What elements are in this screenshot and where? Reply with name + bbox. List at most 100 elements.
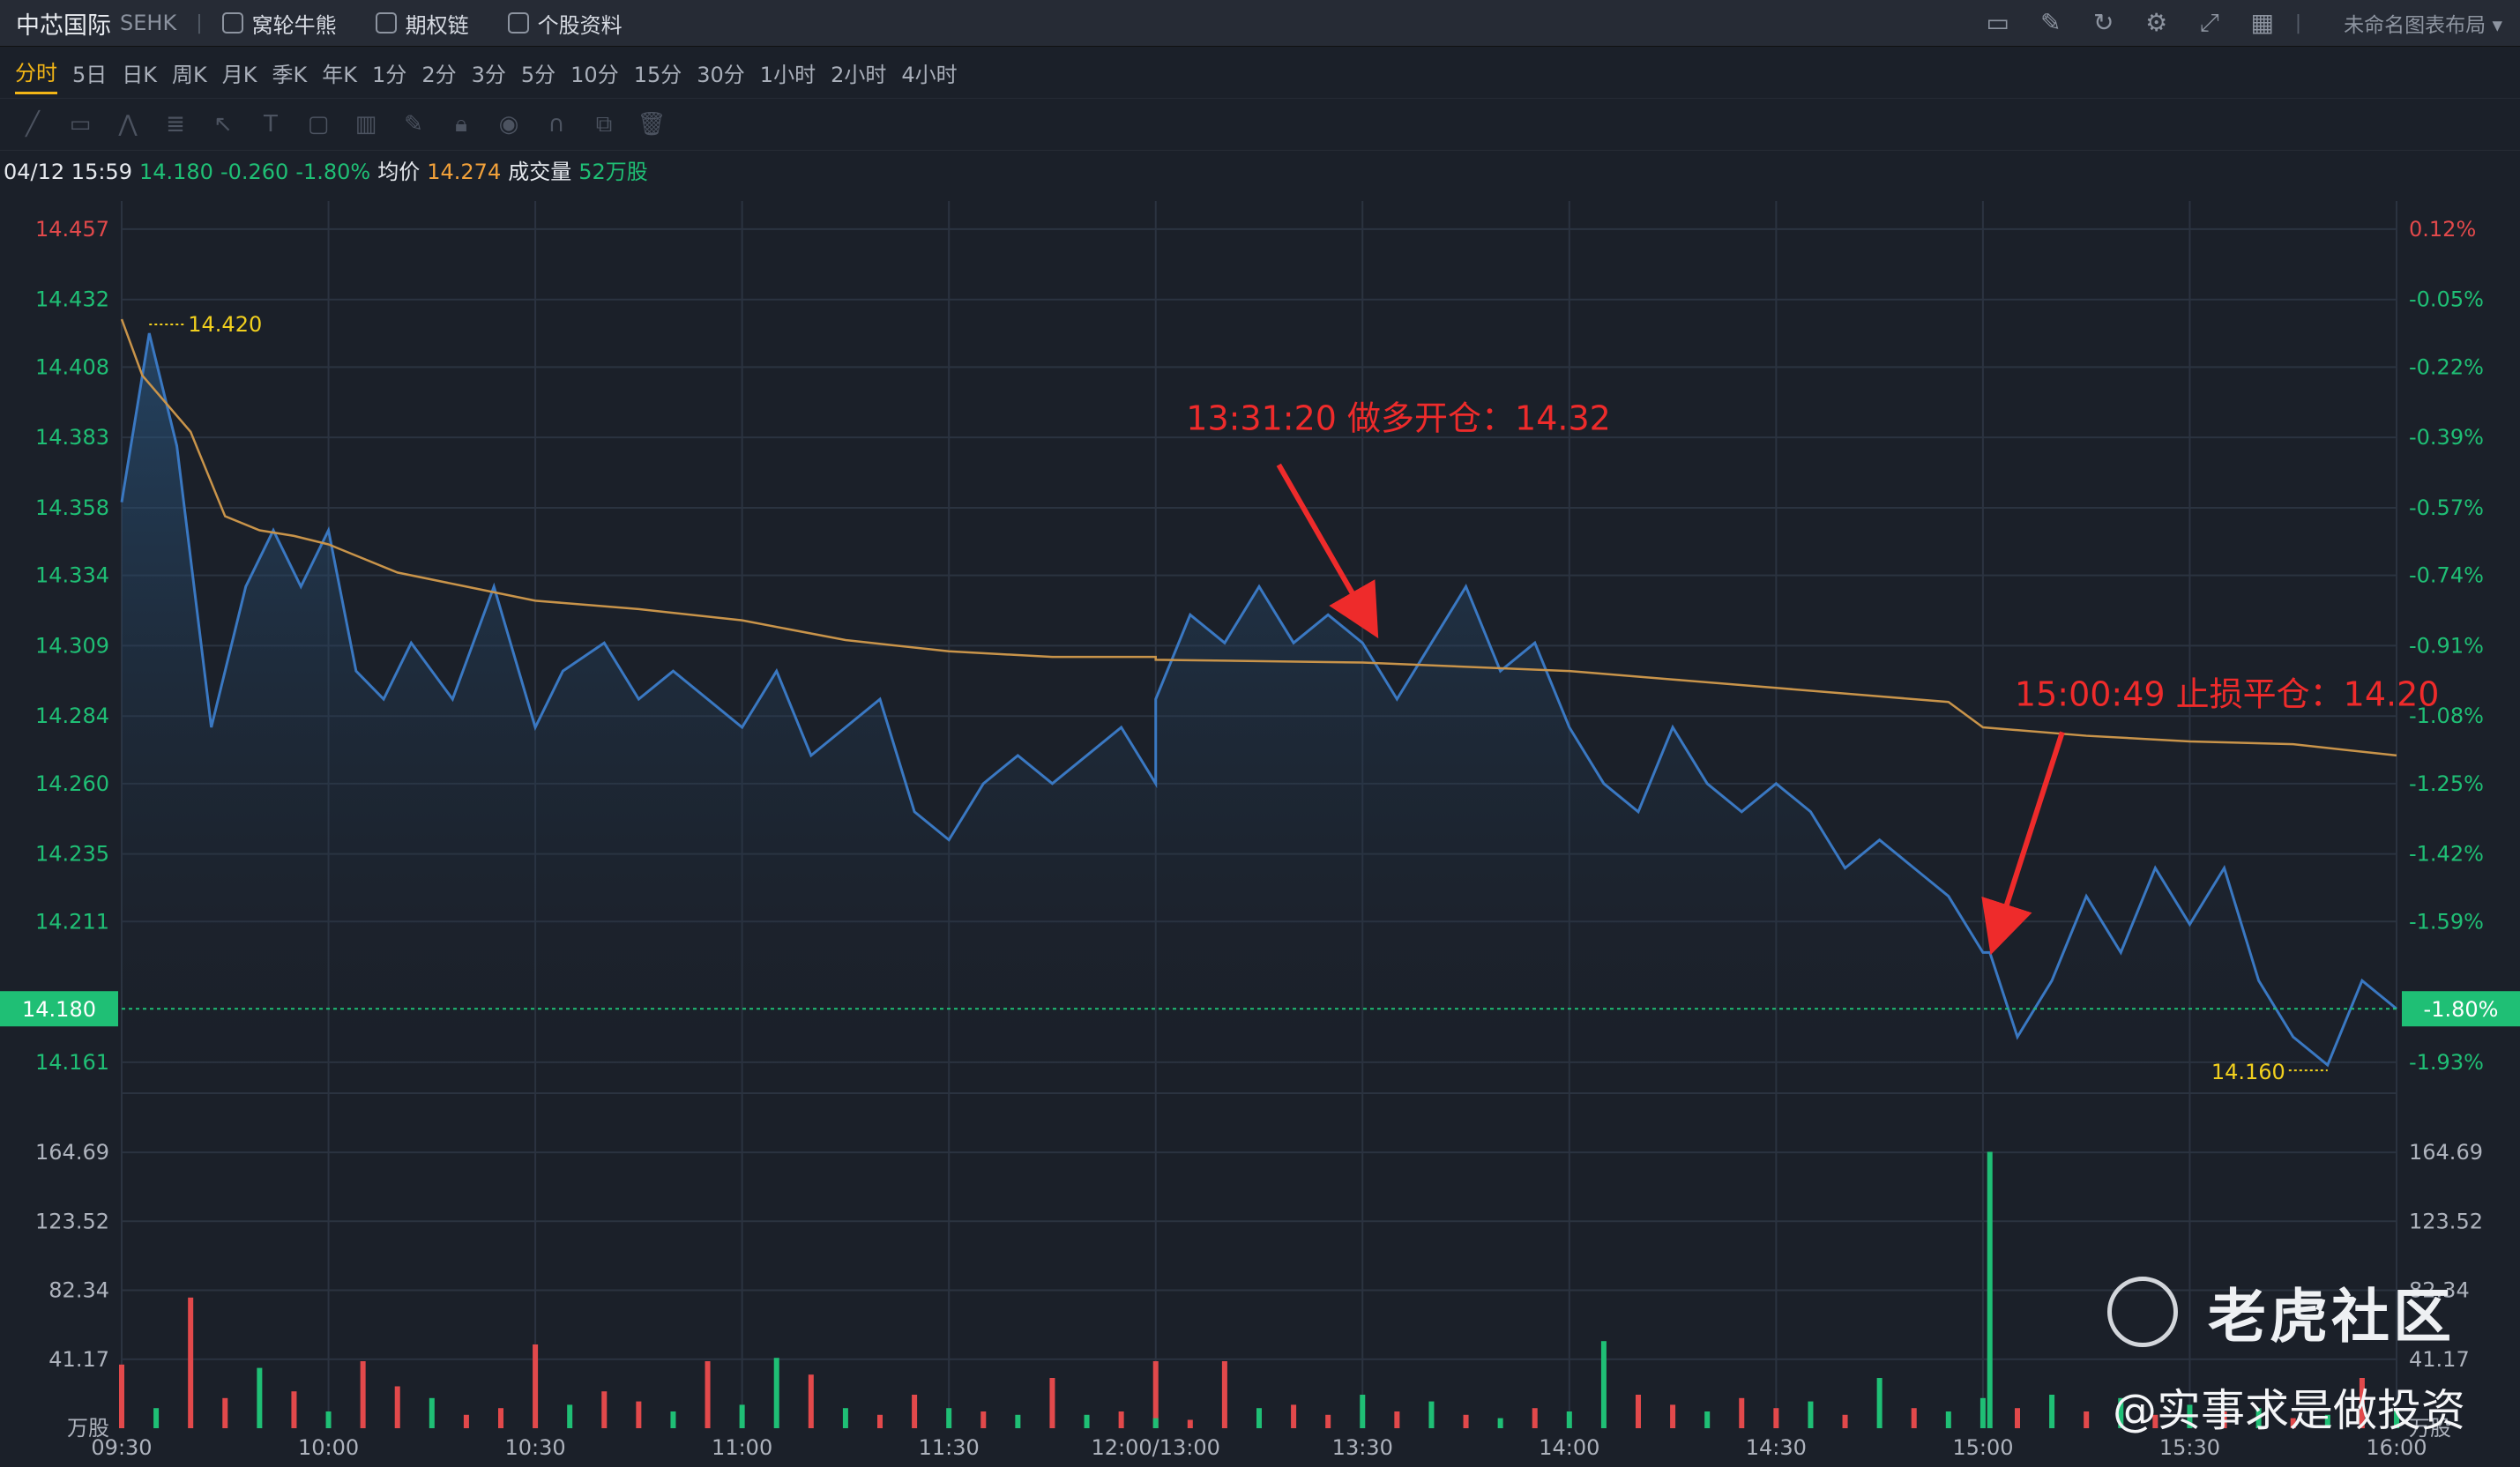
tab-period[interactable]: 5分 <box>520 62 556 87</box>
refresh-icon[interactable]: ↻ <box>2092 8 2114 37</box>
trash-icon[interactable]: 🗑︎ <box>637 111 667 138</box>
layout-dropdown[interactable]: 未命名图表布局 ▾ <box>2344 14 2502 37</box>
volume-bar <box>567 1404 573 1428</box>
last-pct-tag-label: -1.80% <box>2424 997 2499 1022</box>
price-axis-labels: 14.457 14.432 14.408 14.383 14.358 14.334 14.3… <box>35 217 2484 1441</box>
arrow-tool-icon[interactable]: ↖ <box>213 111 233 138</box>
volume-bar <box>636 1401 642 1428</box>
tab-period[interactable]: 周K <box>172 62 207 87</box>
volume-bar <box>2118 1397 2124 1428</box>
tab-period[interactable]: 15分 <box>633 62 682 87</box>
volume-bar <box>2324 1414 2330 1428</box>
volume-bar <box>1152 1361 1159 1428</box>
text-tool-icon[interactable]: T <box>264 111 278 138</box>
time-axis-label: 12:00/13:00 <box>1092 1435 1220 1460</box>
pattern-tool-icon[interactable]: ⋀ <box>118 111 138 138</box>
volume-bar <box>1704 1411 1711 1428</box>
measure-tool-icon[interactable]: ▥ <box>354 111 377 138</box>
tab-period[interactable]: 季K <box>272 62 308 87</box>
time-axis-label: 13:30 <box>1332 1435 1393 1460</box>
volume-bar <box>1670 1404 1676 1428</box>
line-tool-icon[interactable]: ╱ <box>26 111 40 138</box>
rect-tool-icon[interactable]: ▭ <box>69 111 92 138</box>
volume-bar <box>2015 1408 2020 1428</box>
volume-bar <box>498 1408 503 1428</box>
price-axis-label: 14.358 <box>35 495 109 520</box>
time-axis-label: 15:30 <box>2159 1435 2220 1460</box>
tab-period[interactable]: 1小时 <box>759 62 816 87</box>
label-tool-icon[interactable]: ▢ <box>307 111 330 138</box>
volume-bar <box>912 1395 918 1428</box>
tab-period[interactable]: 年K <box>322 62 358 87</box>
warrant-menu-button[interactable]: 窝轮牛熊 <box>221 8 337 39</box>
volume-bars <box>119 1151 2399 1428</box>
quote-info-bar: 04/12 15:59 14.180 -0.260 -1.80% 均价 14.2… <box>4 157 655 187</box>
stock-name[interactable]: 中芯国际 <box>16 11 111 40</box>
tab-period[interactable]: 5日 <box>72 62 108 87</box>
time-axis-labels: 09:30 10:00 10:30 11:00 11:30 12:00/13:00 13:3… <box>91 1435 2427 1460</box>
fib-tool-icon[interactable]: ≣ <box>166 111 185 138</box>
tab-period[interactable]: 日K <box>122 62 158 87</box>
option-chain-icon <box>375 12 397 34</box>
price-axis-label: 14.284 <box>35 704 109 728</box>
quote-datetime: 04/12 15:59 <box>4 160 132 184</box>
top-bar: 中芯国际 SEHK | 窝轮牛熊 期权链 个股资料 ▭ ✎ ↻ ⚙ ⤢ ▦ | … <box>0 0 2520 47</box>
eye-icon[interactable]: ◉ <box>498 111 519 138</box>
option-chain-label: 期权链 <box>405 12 469 38</box>
volume-axis-label: 164.69 <box>2409 1140 2483 1165</box>
top-right-tools: ▭ ✎ ↻ ⚙ ⤢ ▦ | 未命名图表布局 ▾ <box>1958 0 2502 46</box>
magnet-icon[interactable]: ∩ <box>548 111 565 138</box>
tab-period[interactable]: 30分 <box>697 62 745 87</box>
volume-bar <box>773 1358 779 1428</box>
volume-bar <box>291 1391 297 1428</box>
volume-bar <box>1015 1414 1021 1428</box>
volume-bar <box>946 1408 952 1428</box>
price-area-fill <box>122 333 2397 1093</box>
price-axis-label: 14.260 <box>35 771 109 796</box>
lock-icon[interactable]: 🔒︎ <box>455 111 467 138</box>
tab-period[interactable]: 4小时 <box>901 62 958 87</box>
copy-icon[interactable]: ⧉ <box>595 111 613 138</box>
volume-bar <box>1084 1414 1090 1428</box>
tab-period[interactable]: 月K <box>221 62 257 87</box>
settings-icon[interactable]: ⚙ <box>2145 8 2168 37</box>
option-chain-button[interactable]: 期权链 <box>375 8 469 39</box>
volume-bar <box>1049 1378 1055 1428</box>
warrant-icon <box>221 12 243 34</box>
tab-period[interactable]: 3分 <box>471 62 506 87</box>
grid-layout-icon[interactable]: ▦ <box>2250 8 2274 37</box>
stock-profile-label: 个股资料 <box>537 12 623 38</box>
stop-annotation-label: 15:00:49 止损平仓：14.20 <box>2015 674 2440 713</box>
price-axis-label: 14.432 <box>35 287 109 312</box>
volume-bar <box>1428 1401 1435 1428</box>
monitor-icon[interactable]: ▭ <box>1986 8 2009 37</box>
avg-price-label: 均价 <box>377 160 421 184</box>
volume-bar <box>1566 1411 1572 1428</box>
tab-period-intraday[interactable]: 分时 <box>15 50 57 94</box>
tab-period[interactable]: 2小时 <box>831 62 887 87</box>
low-price-label: 14.160 <box>2211 1060 2285 1084</box>
community-watermark: 老虎社区 <box>2107 1270 2455 1354</box>
volume-bar <box>2152 1414 2158 1428</box>
fullscreen-icon[interactable]: ⤢ <box>2199 8 2219 37</box>
avg-price-value: 14.274 <box>427 160 502 184</box>
last-pct-tag <box>2402 991 2520 1027</box>
pct-axis-label: -1.25% <box>2409 771 2484 796</box>
volume-bar <box>1911 1408 1917 1428</box>
edit-icon[interactable]: ✎ <box>2039 8 2061 37</box>
pct-axis-label: -0.74% <box>2409 563 2484 588</box>
time-axis-label: 16:00 <box>2366 1435 2427 1460</box>
pen-icon[interactable]: ✎ <box>404 111 423 138</box>
tab-period[interactable]: 2分 <box>421 62 457 87</box>
pct-axis-label: 0.12% <box>2409 217 2476 242</box>
volume-bar <box>1945 1411 1951 1428</box>
time-axis-label: 14:00 <box>1539 1435 1599 1460</box>
tab-period[interactable]: 10分 <box>570 62 619 87</box>
quote-price: 14.180 <box>138 160 213 184</box>
volume-bar <box>2084 1411 2090 1428</box>
volume-bar <box>1325 1414 1331 1428</box>
volume-bar <box>429 1397 435 1428</box>
tab-period[interactable]: 1分 <box>372 62 407 87</box>
stock-profile-button[interactable]: 个股资料 <box>507 8 623 39</box>
